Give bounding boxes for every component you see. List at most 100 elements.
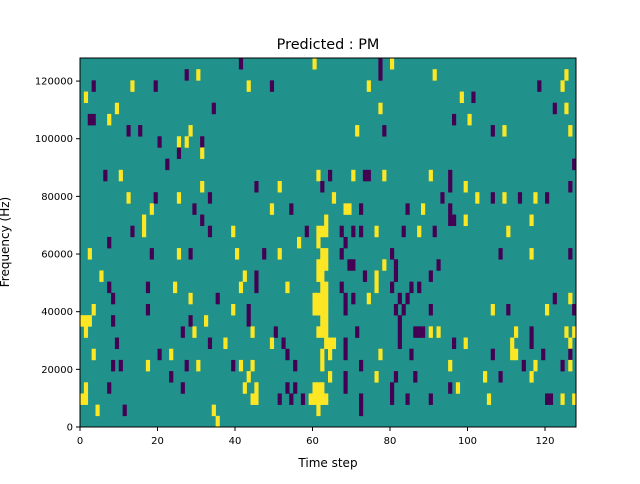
heatmap-cell-purple <box>537 80 542 92</box>
heatmap-cell-purple <box>246 315 251 327</box>
heatmap-cell-purple <box>289 393 294 405</box>
heatmap-cell-yellow <box>374 281 379 294</box>
heatmap-cell-yellow <box>316 304 321 316</box>
heatmap-cell-purple <box>362 270 368 282</box>
x-tick-label: 20 <box>151 436 164 447</box>
y-tick-label: 0 <box>67 423 73 434</box>
heatmap-cell-purple <box>188 248 193 260</box>
heatmap-cell-yellow <box>316 225 321 238</box>
heatmap-cell-yellow <box>502 192 507 204</box>
heatmap-cell-purple <box>359 225 364 238</box>
heatmap-cell-purple <box>157 348 162 361</box>
heatmap-cell-purple <box>397 315 402 327</box>
heatmap-cell-purple <box>452 337 457 350</box>
x-tick-label: 100 <box>458 436 477 447</box>
heatmap-cell-yellow <box>320 382 325 394</box>
heatmap-cell-yellow <box>331 337 337 350</box>
heatmap-cell-yellow <box>312 304 317 316</box>
heatmap-cell-purple <box>351 292 356 305</box>
heatmap-cell-yellow <box>176 248 182 260</box>
heatmap-cell-yellow <box>246 371 251 383</box>
heatmap-cell-purple <box>397 292 402 305</box>
heatmap-cell-yellow <box>231 225 236 238</box>
heatmap-cell-yellow <box>231 304 236 316</box>
heatmap-cell-yellow <box>572 393 577 405</box>
heatmap-cell-purple <box>145 304 151 316</box>
heatmap-cell-yellow <box>366 80 371 92</box>
heatmap-cell-purple <box>269 80 275 92</box>
heatmap-cell-purple <box>448 382 453 394</box>
heatmap-cell-yellow <box>560 393 565 405</box>
heatmap-cell-yellow <box>173 281 178 294</box>
heatmap-cell-purple <box>138 125 143 137</box>
heatmap-cell-purple <box>506 304 511 316</box>
heatmap-cell-yellow <box>149 203 154 215</box>
heatmap-cell-yellow <box>316 169 321 182</box>
heatmap-cell-yellow <box>242 382 247 394</box>
heatmap-cell-purple <box>545 192 550 204</box>
heatmap-cell-yellow <box>347 203 352 215</box>
heatmap-cell-yellow <box>533 192 538 204</box>
heatmap-cell-purple <box>560 359 565 372</box>
heatmap-cell-purple <box>145 281 151 294</box>
heatmap-cell-purple <box>192 203 197 215</box>
heatmap-cell-purple <box>572 304 577 316</box>
heatmap-cell-yellow <box>80 315 85 327</box>
heatmap-cell-yellow <box>560 80 565 92</box>
heatmap-cell-purple <box>413 326 418 338</box>
heatmap-cell-yellow <box>572 326 577 338</box>
heatmap-cell-purple <box>409 281 414 294</box>
heatmap-cell-purple <box>254 181 259 193</box>
heatmap-cell-purple <box>300 393 306 405</box>
heatmap-cell-purple <box>320 181 325 193</box>
heatmap-cell-yellow <box>514 348 519 361</box>
heatmap-cell-purple <box>122 404 127 417</box>
heatmap-cell-purple <box>401 225 406 238</box>
heatmap-cell-yellow <box>95 404 100 417</box>
heatmap-cell-yellow <box>83 326 89 338</box>
heatmap-cell-yellow <box>351 169 356 182</box>
heatmap-cell-purple <box>393 371 399 383</box>
heatmap-cell-purple <box>254 270 259 282</box>
heatmap-cell-purple <box>428 304 433 316</box>
heatmap-cell-yellow <box>483 371 488 383</box>
y-tick-label: 80000 <box>41 192 73 203</box>
heatmap-cell-purple <box>397 326 402 338</box>
heatmap-cell-purple <box>254 281 259 294</box>
heatmap-cell-purple <box>339 281 344 294</box>
heatmap-cell-purple <box>111 292 116 305</box>
heatmap-cell-yellow <box>238 359 244 372</box>
heatmap-cell-purple <box>343 304 348 316</box>
heatmap-cell-purple <box>149 248 154 260</box>
heatmap-cell-yellow <box>324 281 329 294</box>
heatmap-cell-purple <box>188 315 193 327</box>
heatmap-cell-yellow <box>188 292 193 305</box>
heatmap-cell-yellow <box>308 393 313 405</box>
plot-frame <box>79 57 577 428</box>
heatmap-cell-purple <box>545 393 550 405</box>
heatmap-cell-yellow <box>316 382 321 394</box>
heatmap-cell-yellow <box>324 315 329 327</box>
heatmap-cell-yellow <box>83 91 89 104</box>
heatmap-cell-purple <box>409 348 414 361</box>
heatmap-background <box>80 58 576 427</box>
heatmap-cell-purple <box>498 248 503 260</box>
heatmap-cell-yellow <box>432 69 437 81</box>
heatmap-cell-yellow <box>316 404 321 417</box>
heatmap-cell-purple <box>238 58 244 70</box>
heatmap-cell-yellow <box>320 225 325 238</box>
heatmap-cell-purple <box>103 169 108 182</box>
heatmap-cell-yellow <box>83 382 89 394</box>
heatmap-cell-yellow <box>80 393 85 405</box>
heatmap-cell-purple <box>153 192 158 204</box>
heatmap-cell-yellow <box>200 181 205 193</box>
heatmap-cell-purple <box>107 382 112 394</box>
heatmap-cell-purple <box>343 337 348 350</box>
heatmap-cell-purple <box>339 248 344 260</box>
heatmap-cell-purple <box>401 304 406 316</box>
heatmap-cell-purple <box>471 91 476 104</box>
heatmap-cell-purple <box>405 203 410 215</box>
heatmap-cell-yellow <box>568 359 573 372</box>
heatmap-cell-yellow <box>320 292 325 305</box>
heatmap-cell-yellow <box>324 304 329 316</box>
